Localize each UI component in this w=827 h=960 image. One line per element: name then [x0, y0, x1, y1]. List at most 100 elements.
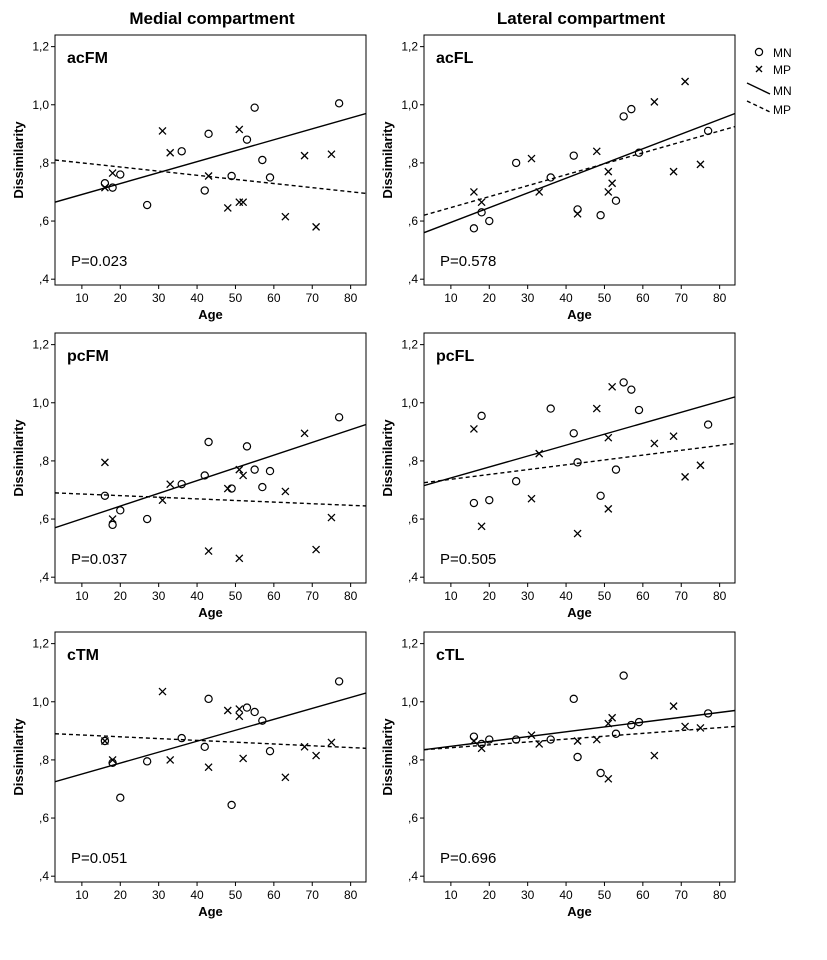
point-mn-pcfl-4	[546, 404, 555, 413]
x-tick-label-acfm-70: 70	[306, 291, 320, 305]
x-tick-label-pcfl-60: 60	[636, 589, 650, 603]
y-tick-label-ctm-1: ,6	[39, 811, 49, 825]
point-mp-acfl-2	[527, 154, 536, 163]
panel-ctm: 10 20 30 40 50 60 70 80 ,4 ,6 ,8 1,0 1,2 Age Dissimila…	[11, 631, 367, 919]
x-axis-title-ctm: Age	[198, 904, 223, 919]
plot-frame-ctl	[423, 631, 736, 883]
point-mn-ctm-0	[100, 736, 110, 746]
point-mp-acfm-5	[223, 204, 232, 212]
x-tick-label-acfl-70: 70	[675, 291, 689, 305]
plot-frame-ctm	[54, 631, 367, 883]
point-mp-acfm-7	[235, 198, 244, 207]
point-mp-acfl-7	[604, 188, 613, 196]
point-mp-ctm-2	[158, 687, 167, 696]
point-mn-ctl-3	[511, 735, 521, 744]
point-mn-ctm-5	[200, 742, 209, 752]
x-tick-label-acfl-80: 80	[713, 291, 727, 305]
point-mp-pcfl-12	[696, 461, 705, 470]
y-tick-label-acfm-3: 1,0	[32, 98, 49, 112]
x-tick-label-acfl-60: 60	[636, 291, 650, 305]
point-mp-acfl-6	[604, 167, 613, 176]
x-tick-label-pcfl-20: 20	[483, 589, 497, 603]
panels: 10 20 30 40 50 60 70 80 ,4 ,6 ,8 1,0 1,2 Age Dissimila…	[11, 34, 736, 919]
point-mp-acfm-4	[204, 172, 213, 180]
x-tick-label-pcfm-70: 70	[306, 589, 320, 603]
point-mp-ctl-3	[535, 739, 544, 748]
point-mn-pcfm-12	[334, 413, 344, 422]
point-mp-pcfm-0	[100, 458, 109, 467]
point-mp-ctl-1	[477, 744, 486, 753]
point-mn-acfl-9	[619, 112, 628, 121]
legend-mn-solid-line-icon	[746, 82, 771, 95]
point-mn-pcfl-1	[477, 411, 486, 421]
point-mn-pcfm-8	[242, 442, 252, 451]
point-mn-acfl-10	[627, 104, 636, 114]
x-axis-title-acfl: Age	[567, 307, 592, 322]
y-tick-label-acfm-1: ,6	[39, 214, 49, 228]
point-mp-acfl-3	[535, 188, 544, 196]
point-mp-ctl-10	[669, 702, 678, 711]
point-mp-ctm-11	[312, 751, 321, 760]
point-mp-acfm-2	[158, 126, 167, 135]
fit-line-mn-acfl	[424, 112, 735, 234]
y-tick-label-pcfl-4: 1,2	[401, 338, 418, 352]
legend-mn-line-label: MN	[773, 84, 792, 98]
point-mn-pcfl-6	[573, 458, 582, 467]
x-tick-label-ctl-40: 40	[559, 888, 573, 902]
x-axis-title-ctl: Age	[567, 904, 592, 919]
point-mp-pcfm-6	[235, 554, 244, 563]
point-mp-ctl-5	[592, 735, 601, 744]
column-title-medial: Medial compartment	[129, 9, 295, 28]
point-mn-pcfl-0	[469, 498, 479, 508]
point-mp-acfl-1	[477, 198, 486, 207]
point-mn-acfm-7	[227, 171, 236, 181]
point-mp-ctm-8	[239, 754, 248, 763]
x-tick-label-ctl-70: 70	[675, 888, 689, 902]
x-tick-label-acfm-30: 30	[152, 291, 166, 305]
point-mp-acfm-6	[235, 125, 244, 134]
fit-line-mp-ctl	[424, 725, 735, 751]
point-mp-pcfl-10	[669, 432, 678, 441]
panel-title-pcfm: pcFM	[67, 348, 109, 365]
plot-frame-pcfm	[54, 332, 367, 584]
x-tick-label-acfm-60: 60	[267, 291, 281, 305]
point-mn-acfm-4	[177, 147, 186, 156]
x-tick-label-acfm-80: 80	[344, 291, 358, 305]
fit-line-mp-acfm	[55, 159, 366, 195]
panel-acfl: 10 20 30 40 50 60 70 80 ,4 ,6 ,8 1,0 1,2 Age Dissimila…	[380, 34, 736, 322]
point-mn-ctm-10	[258, 716, 267, 725]
point-mp-acfm-3	[166, 148, 175, 157]
y-tick-label-acfm-2: ,8	[39, 156, 49, 170]
x-tick-label-acfl-10: 10	[444, 291, 458, 305]
point-mp-acfm-11	[312, 222, 321, 231]
x-tick-label-ctl-80: 80	[713, 888, 727, 902]
panel-pcfm: 10 20 30 40 50 60 70 80 ,4 ,6 ,8 1,0 1,2 Age Dissimila…	[11, 332, 367, 620]
point-mp-pcfl-5	[592, 404, 601, 413]
panel-pcfl: 10 20 30 40 50 60 70 80 ,4 ,6 ,8 1,0 1,2 Age Dissimila…	[380, 332, 736, 620]
point-mn-pcfm-10	[258, 482, 267, 492]
x-tick-label-acfl-40: 40	[559, 291, 573, 305]
legend-mn-circle-icon	[754, 47, 764, 57]
point-mn-pcfl-7	[596, 491, 605, 500]
point-mn-pcfl-2	[485, 495, 494, 505]
point-mn-pcfm-5	[200, 471, 209, 480]
point-mp-pcfl-2	[527, 494, 536, 503]
x-tick-label-pcfl-40: 40	[559, 589, 573, 603]
point-mp-pcfm-2	[158, 496, 167, 505]
x-tick-label-pcfm-10: 10	[75, 589, 89, 603]
point-mn-pcfl-10	[627, 385, 636, 394]
legend: MN MP MN MP	[746, 46, 792, 117]
point-mp-pcfm-9	[281, 487, 290, 496]
y-tick-label-acfl-2: ,8	[408, 156, 418, 170]
y-tick-label-pcfl-0: ,4	[408, 570, 418, 584]
x-tick-label-ctm-20: 20	[114, 888, 128, 902]
point-mp-ctl-8	[608, 713, 617, 722]
point-mp-ctm-5	[223, 706, 232, 715]
point-mp-acfm-12	[327, 150, 336, 159]
point-mn-ctm-7	[227, 800, 236, 810]
p-value-pcfl: P=0.505	[440, 551, 496, 568]
x-tick-label-ctm-70: 70	[306, 888, 320, 902]
point-mp-ctm-1	[108, 755, 117, 764]
y-tick-label-ctl-3: 1,0	[401, 695, 418, 709]
